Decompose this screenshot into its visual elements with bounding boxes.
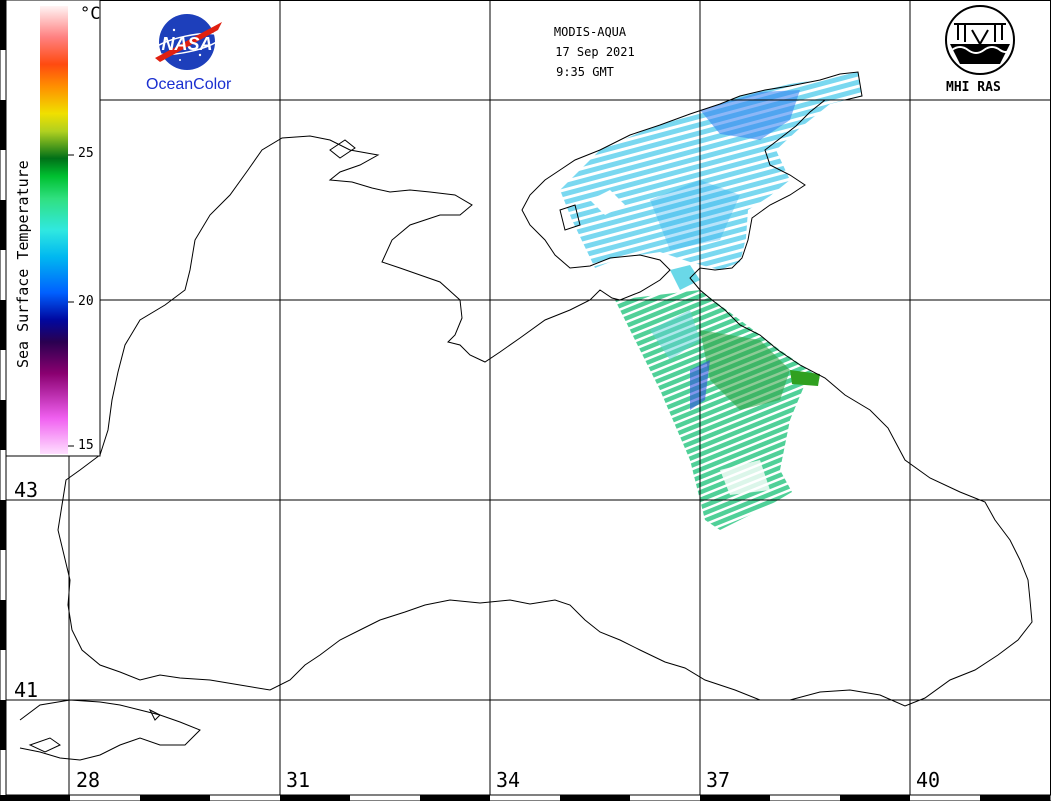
lat-label-43: 43 (14, 478, 39, 502)
temperature-unit: °C (80, 4, 101, 24)
oceancolor-label: OceanColor (146, 76, 232, 93)
lon-label-37: 37 (706, 768, 731, 792)
header-date: 17 Sep 2021 (555, 45, 635, 59)
svg-text:NASA: NASA (161, 34, 212, 54)
header-time: 9:35 GMT (556, 65, 614, 79)
nasa-logo: NASA (152, 14, 222, 70)
header-sensor: MODIS-AQUA (553, 25, 627, 39)
lon-label-28: 28 (76, 768, 101, 792)
legend-title: Sea Surface Temperature (14, 160, 32, 368)
lon-label-40: 40 (916, 768, 941, 792)
legend-tick-20: 20 (78, 294, 94, 309)
lon-label-31: 31 (286, 768, 311, 792)
sst-data-azov (560, 72, 862, 270)
lon-label-34: 34 (496, 768, 521, 792)
lat-label-41: 41 (14, 678, 39, 702)
legend-tick-15: 15 (78, 438, 94, 453)
mhi-ras-logo (945, 5, 1015, 75)
sst-data-kerch-strait (670, 265, 700, 290)
mhi-ras-label: MHI RAS (946, 80, 1001, 95)
coastline (19, 71, 1033, 761)
legend-tick-25: 25 (78, 146, 94, 161)
legend-colorbar (40, 6, 68, 454)
sst-data-blacksea (615, 290, 820, 530)
legend-panel (5, 0, 101, 457)
